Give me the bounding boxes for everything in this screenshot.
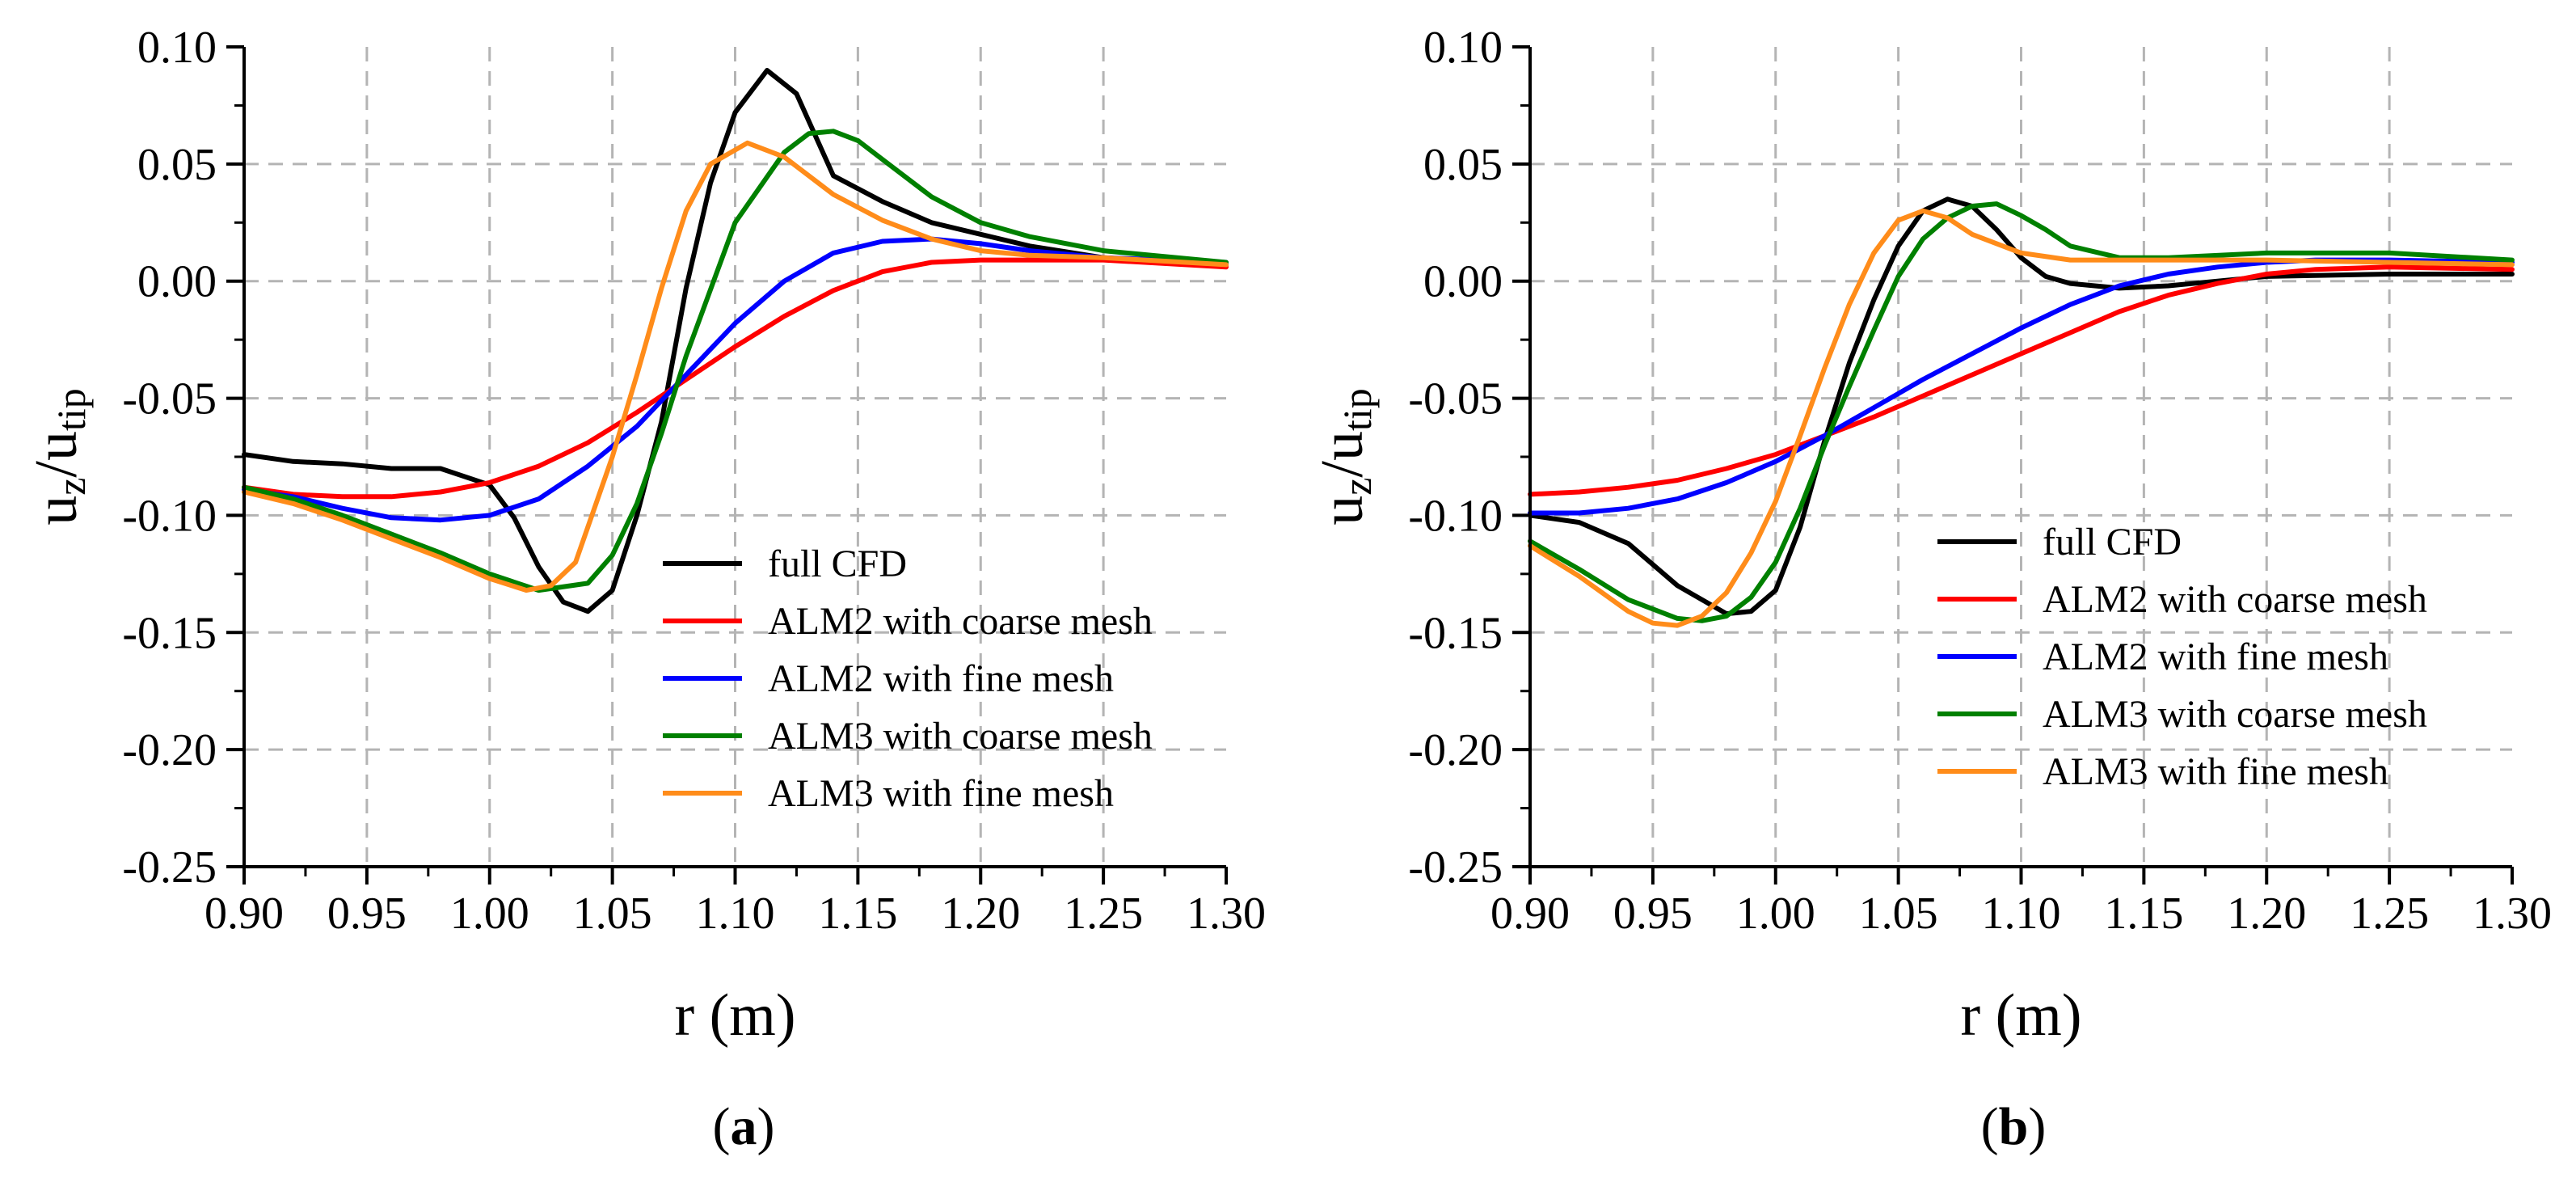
x-tick-label: 1.30 [1187, 889, 1266, 939]
series-line [242, 257, 1229, 500]
legend-label: ALM3 with coarse mesh [768, 715, 1153, 758]
chart-panel-a: 0.90 0.95 1.00 1.05 1.10 1.15 1.20 1.25 1.30 0.1… [23, 23, 1266, 1156]
legend-label: full CFD [2043, 521, 2182, 564]
x-tick-label: 1.25 [1064, 889, 1143, 939]
legend-label: ALM2 with fine mesh [768, 657, 1114, 700]
x-tick-labels: 0.90 0.95 1.00 1.05 1.10 1.15 1.20 1.25 1.30 [204, 889, 1266, 939]
grid [1530, 47, 2512, 867]
x-tick-label: 0.95 [327, 889, 407, 939]
x-tick-label: 1.10 [696, 889, 775, 939]
panel-label-b: (b) [1981, 1097, 2047, 1156]
y-tick-label: 0.10 [137, 23, 217, 73]
y-tick-label: -0.20 [122, 725, 217, 775]
series-line [1528, 264, 2515, 497]
y-tick-label: 0.00 [1423, 257, 1503, 307]
y-axis-label: uz/utip [1309, 388, 1380, 526]
series-line [242, 68, 1229, 614]
x-tick-label: 0.90 [1490, 889, 1570, 939]
y-axis-label: uz/utip [23, 388, 94, 526]
y-tick-labels: 0.10 0.05 0.00 -0.05 -0.10 -0.15 -0.20 -0.25 [1408, 23, 1503, 893]
x-tick-label: 0.95 [1613, 889, 1693, 939]
series-layer [1528, 196, 2515, 628]
y-tick-label: 0.00 [137, 257, 217, 307]
x-tick-label: 1.05 [1859, 889, 1938, 939]
y-tick-label: 0.05 [1423, 140, 1503, 190]
series-line [1528, 208, 2515, 628]
x-tick-label: 1.00 [1736, 889, 1815, 939]
x-tick-label: 1.25 [2350, 889, 2429, 939]
series-line [242, 236, 1229, 523]
x-tick-label: 1.10 [1982, 889, 2061, 939]
legend-label: ALM3 with fine mesh [768, 772, 1114, 815]
axes [1512, 45, 2514, 885]
series-line [242, 140, 1229, 593]
y-tick-label: -0.25 [1408, 842, 1503, 893]
legend: full CFD ALM2 with coarse mesh ALM2 with f… [663, 543, 1153, 815]
y-tick-label: -0.10 [122, 491, 217, 541]
x-axis-label: r (m) [1961, 982, 2082, 1049]
legend-label: ALM2 with fine mesh [2043, 635, 2388, 678]
x-tick-label: 1.00 [450, 889, 529, 939]
legend-label: ALM3 with coarse mesh [2043, 693, 2427, 736]
y-tick-label: 0.05 [137, 140, 217, 190]
legend-label: full CFD [768, 543, 907, 585]
y-tick-label: -0.15 [1408, 608, 1503, 658]
x-tick-label: 0.90 [204, 889, 284, 939]
x-tick-label: 1.15 [2104, 889, 2183, 939]
y-tick-label: -0.05 [1408, 374, 1503, 424]
legend-label: ALM2 with coarse mesh [2043, 578, 2427, 621]
series-layer [242, 68, 1229, 614]
legend-label: ALM3 with fine mesh [2043, 750, 2388, 793]
x-tick-label: 1.15 [818, 889, 897, 939]
y-tick-label: 0.10 [1423, 23, 1503, 73]
y-tick-labels: 0.10 0.05 0.00 -0.05 -0.10 -0.15 -0.20 -0.25 [122, 23, 217, 893]
y-tick-label: -0.05 [122, 374, 217, 424]
grid [244, 47, 1226, 867]
legend: full CFD ALM2 with coarse mesh ALM2 with f… [1937, 521, 2427, 793]
x-tick-label: 1.20 [941, 889, 1020, 939]
panel-label-a: (a) [713, 1097, 775, 1156]
legend-label: ALM2 with coarse mesh [768, 600, 1153, 643]
x-tick-labels: 0.90 0.95 1.00 1.05 1.10 1.15 1.20 1.25 1.30 [1490, 889, 2552, 939]
axes [226, 45, 1228, 885]
series-line [242, 129, 1229, 593]
x-tick-label: 1.05 [573, 889, 652, 939]
chart-panel-b: 0.90 0.95 1.00 1.05 1.10 1.15 1.20 1.25 1.30 0.1… [1309, 23, 2552, 1156]
x-tick-label: 1.30 [2473, 889, 2552, 939]
y-tick-label: -0.25 [122, 842, 217, 893]
y-tick-label: -0.10 [1408, 491, 1503, 541]
y-tick-label: -0.20 [1408, 725, 1503, 775]
x-tick-label: 1.20 [2227, 889, 2306, 939]
y-tick-label: -0.15 [122, 608, 217, 658]
x-axis-label: r (m) [675, 982, 796, 1049]
